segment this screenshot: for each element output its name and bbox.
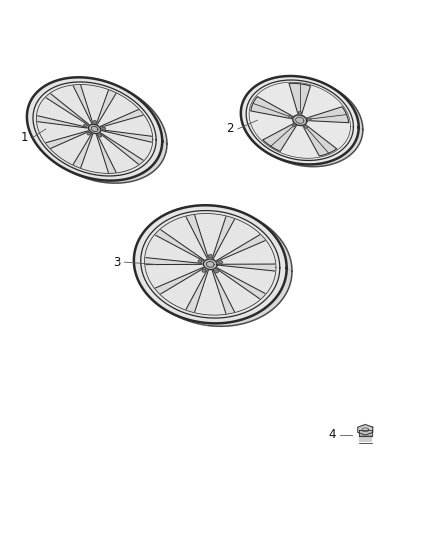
- Polygon shape: [306, 107, 349, 123]
- Polygon shape: [219, 264, 275, 271]
- Polygon shape: [146, 257, 202, 264]
- Polygon shape: [203, 259, 217, 270]
- Polygon shape: [186, 270, 208, 312]
- Polygon shape: [358, 424, 373, 435]
- Polygon shape: [102, 130, 152, 142]
- Polygon shape: [289, 116, 292, 118]
- Text: 4: 4: [329, 428, 336, 441]
- Polygon shape: [292, 124, 296, 127]
- Polygon shape: [215, 270, 219, 273]
- Polygon shape: [87, 132, 91, 135]
- Polygon shape: [251, 96, 293, 119]
- Polygon shape: [96, 134, 116, 173]
- Polygon shape: [241, 76, 359, 165]
- Polygon shape: [88, 78, 167, 183]
- Polygon shape: [303, 125, 337, 156]
- Polygon shape: [99, 134, 102, 137]
- Polygon shape: [202, 269, 206, 272]
- Polygon shape: [204, 205, 292, 326]
- Polygon shape: [293, 115, 307, 126]
- Polygon shape: [96, 91, 116, 124]
- Polygon shape: [263, 123, 297, 151]
- Polygon shape: [212, 217, 234, 259]
- Text: 2: 2: [226, 123, 233, 135]
- Polygon shape: [212, 270, 234, 313]
- Polygon shape: [219, 261, 223, 264]
- Polygon shape: [46, 94, 89, 125]
- Polygon shape: [216, 235, 265, 261]
- Polygon shape: [88, 124, 101, 134]
- Polygon shape: [289, 83, 311, 115]
- Polygon shape: [208, 255, 212, 257]
- Polygon shape: [100, 110, 143, 127]
- Polygon shape: [100, 133, 143, 164]
- Polygon shape: [73, 133, 93, 167]
- Polygon shape: [102, 127, 105, 130]
- Polygon shape: [198, 260, 202, 263]
- Polygon shape: [84, 124, 87, 126]
- Polygon shape: [186, 215, 208, 259]
- Polygon shape: [93, 120, 96, 123]
- Polygon shape: [155, 268, 204, 294]
- Polygon shape: [297, 76, 363, 167]
- Polygon shape: [38, 116, 87, 128]
- Polygon shape: [134, 205, 287, 324]
- Polygon shape: [27, 77, 162, 181]
- Polygon shape: [73, 85, 93, 124]
- Polygon shape: [307, 118, 311, 120]
- Polygon shape: [46, 131, 89, 148]
- Text: 3: 3: [113, 256, 120, 269]
- Polygon shape: [216, 268, 265, 298]
- Text: 1: 1: [21, 131, 28, 144]
- Polygon shape: [155, 230, 204, 261]
- Polygon shape: [298, 111, 301, 114]
- Polygon shape: [304, 126, 307, 128]
- Polygon shape: [359, 430, 371, 435]
